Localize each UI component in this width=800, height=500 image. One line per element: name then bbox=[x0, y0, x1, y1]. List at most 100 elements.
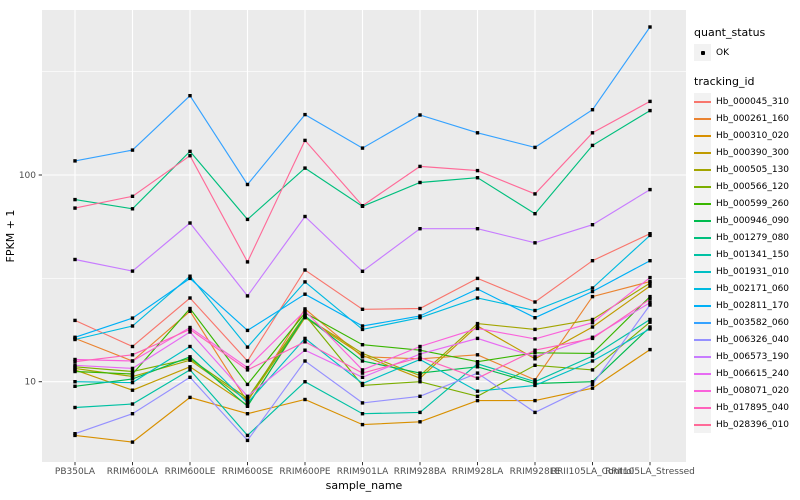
legend-item-tracking: Hb_000566_120 bbox=[694, 178, 789, 195]
data-point bbox=[533, 378, 537, 382]
data-point bbox=[245, 394, 250, 398]
data-point bbox=[130, 194, 135, 198]
legend-item-label: Hb_017895_040 bbox=[716, 402, 790, 413]
data-point bbox=[360, 381, 365, 386]
data-point bbox=[590, 368, 595, 372]
data-point bbox=[590, 321, 595, 325]
data-point bbox=[303, 336, 307, 341]
legend-title-quant-status: quant_status bbox=[694, 26, 766, 39]
x-tick-label: RRII105LA_Stressed bbox=[605, 467, 695, 477]
data-point bbox=[360, 327, 365, 332]
data-point bbox=[590, 380, 595, 384]
data-point bbox=[475, 371, 480, 375]
legend-key-line bbox=[694, 195, 711, 212]
legend-item-label: Hb_001931_010 bbox=[716, 266, 790, 277]
data-point bbox=[130, 377, 135, 381]
data-point bbox=[188, 94, 192, 98]
data-point bbox=[73, 206, 77, 210]
data-point bbox=[648, 259, 652, 263]
data-point bbox=[418, 376, 422, 380]
series-color-swatch bbox=[694, 406, 711, 409]
data-point bbox=[533, 357, 537, 361]
data-point bbox=[245, 294, 250, 298]
data-point bbox=[533, 410, 537, 415]
legend-item-tracking: Hb_000505_130 bbox=[694, 161, 789, 178]
legend-item-tracking: Hb_001341_150 bbox=[694, 246, 789, 263]
legend-item-tracking: Hb_002171_060 bbox=[694, 280, 789, 297]
legend-key-point bbox=[694, 44, 711, 61]
data-point bbox=[130, 344, 135, 349]
series-color-swatch bbox=[694, 389, 711, 392]
data-point bbox=[648, 320, 652, 324]
data-point bbox=[303, 268, 307, 272]
data-point bbox=[188, 309, 192, 313]
series-color-swatch bbox=[694, 236, 711, 239]
legend: quant_status OK tracking_id Hb_000045_31… bbox=[694, 26, 789, 433]
data-point bbox=[245, 365, 250, 370]
data-point bbox=[188, 327, 192, 332]
legend-item-label: Hb_000310_020 bbox=[716, 130, 790, 141]
data-point bbox=[648, 99, 652, 104]
x-tick-label: RRIM901LA bbox=[337, 467, 389, 477]
y-axis-title: FPKM + 1 bbox=[4, 210, 17, 263]
data-point bbox=[188, 355, 192, 359]
data-point bbox=[188, 154, 192, 158]
data-point bbox=[590, 351, 595, 356]
data-point bbox=[590, 325, 595, 329]
data-point bbox=[360, 371, 365, 375]
data-point bbox=[245, 401, 250, 405]
data-point bbox=[418, 344, 422, 349]
legend-item-label: Hb_028396_010 bbox=[716, 419, 790, 430]
data-point bbox=[360, 343, 365, 347]
data-point bbox=[188, 306, 192, 311]
legend-item-tracking: Hb_000261_160 bbox=[694, 110, 789, 127]
data-point bbox=[188, 357, 192, 361]
data-point bbox=[475, 176, 480, 180]
data-point bbox=[475, 287, 480, 291]
data-point bbox=[475, 394, 480, 398]
data-point bbox=[303, 292, 307, 296]
data-point bbox=[303, 359, 307, 363]
data-point bbox=[590, 131, 595, 135]
series-color-swatch bbox=[694, 355, 711, 358]
data-point bbox=[360, 351, 365, 356]
data-point bbox=[533, 241, 537, 245]
legend-item-tracking: Hb_000599_260 bbox=[694, 195, 789, 212]
legend-item-label: Hb_002171_060 bbox=[716, 283, 790, 294]
data-point bbox=[130, 374, 135, 379]
data-point bbox=[418, 420, 422, 424]
data-point bbox=[245, 359, 250, 363]
data-point bbox=[533, 381, 537, 386]
data-point bbox=[73, 335, 77, 339]
data-point bbox=[533, 383, 537, 388]
data-point bbox=[360, 353, 365, 358]
data-point bbox=[130, 369, 135, 374]
data-point bbox=[418, 357, 422, 362]
data-point bbox=[418, 371, 422, 375]
data-point bbox=[73, 380, 77, 384]
legend-item-tracking: Hb_008071_020 bbox=[694, 382, 789, 399]
data-point bbox=[73, 337, 77, 342]
data-point bbox=[303, 112, 307, 117]
series-color-swatch bbox=[694, 270, 711, 273]
data-point bbox=[360, 375, 365, 379]
data-point bbox=[533, 212, 537, 216]
y-tick-label: 100 bbox=[19, 171, 36, 181]
legend-key-line bbox=[694, 399, 711, 416]
data-point bbox=[533, 337, 537, 341]
data-point bbox=[303, 280, 307, 284]
data-point bbox=[360, 307, 365, 311]
data-point bbox=[475, 360, 480, 364]
plot-panel bbox=[42, 10, 686, 462]
data-point bbox=[303, 397, 307, 402]
data-point bbox=[73, 257, 77, 262]
legend-item-label: Hb_001279_080 bbox=[716, 232, 790, 243]
series-color-swatch bbox=[694, 202, 711, 205]
legend-key-line bbox=[694, 297, 711, 314]
x-tick-label: RRIM600LA bbox=[107, 467, 159, 477]
data-point bbox=[245, 328, 250, 333]
data-point bbox=[590, 108, 595, 112]
data-point bbox=[303, 380, 307, 384]
data-point bbox=[73, 357, 77, 362]
